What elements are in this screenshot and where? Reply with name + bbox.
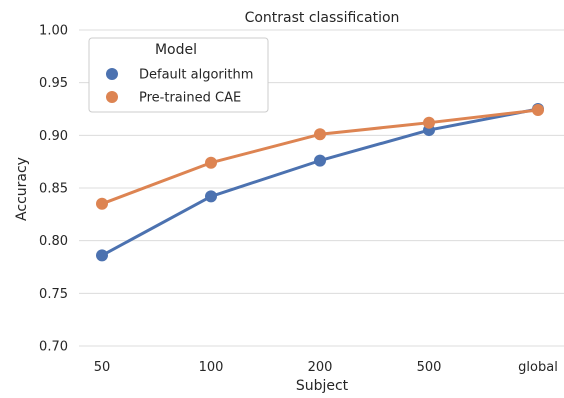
y-tick-label: 0.80 xyxy=(39,234,68,249)
legend-box xyxy=(88,37,269,113)
data-point xyxy=(96,249,108,262)
y-tick-label: 0.85 xyxy=(39,182,68,197)
y-axis-label: Accuracy xyxy=(14,157,30,221)
series-pre-trained-cae xyxy=(96,104,544,210)
y-axis-ticks: 0.70 0.75 0.80 0.85 0.90 0.95 1.00 xyxy=(39,24,68,355)
series-layer xyxy=(96,103,544,262)
data-point xyxy=(423,116,435,129)
legend: Model Default algorithm Pre-trained CAE xyxy=(88,37,269,113)
data-point xyxy=(314,154,326,167)
legend-label: Pre-trained CAE xyxy=(139,91,241,106)
y-tick-label: 1.00 xyxy=(39,24,68,39)
data-point xyxy=(205,190,217,203)
x-axis-ticks: 50 100 200 500 global xyxy=(94,360,558,375)
x-axis-label: Subject xyxy=(296,378,349,394)
x-tick-label: 50 xyxy=(94,360,111,375)
x-tick-label: 100 xyxy=(199,360,224,375)
legend-label: Default algorithm xyxy=(139,68,253,83)
legend-marker xyxy=(106,91,118,103)
x-tick-label: 200 xyxy=(308,360,333,375)
data-point xyxy=(532,104,544,117)
y-tick-label: 0.90 xyxy=(39,129,68,144)
x-tick-label: global xyxy=(518,360,558,375)
legend-title: Model xyxy=(155,42,197,58)
data-point xyxy=(314,128,326,141)
data-point xyxy=(205,156,217,169)
chart-title: Contrast classification xyxy=(245,10,400,26)
x-tick-label: 500 xyxy=(417,360,442,375)
y-tick-label: 0.95 xyxy=(39,76,68,91)
y-tick-label: 0.75 xyxy=(39,287,68,302)
data-point xyxy=(96,197,108,210)
legend-marker xyxy=(106,68,118,80)
y-tick-label: 0.70 xyxy=(39,340,68,355)
